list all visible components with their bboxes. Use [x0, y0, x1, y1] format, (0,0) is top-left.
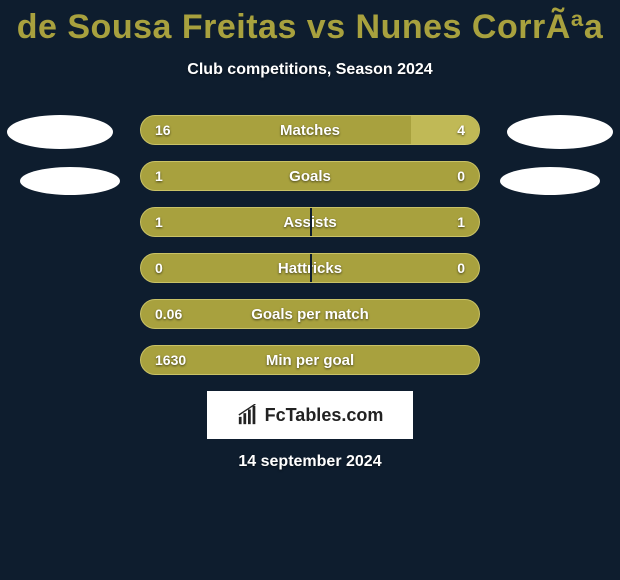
stat-value-left: 0	[155, 254, 163, 282]
stat-value-right: 0	[457, 254, 465, 282]
stat-label: Min per goal	[141, 346, 479, 374]
comparison-chart: 16Matches41Goals01Assists10Hattricks00.0…	[0, 115, 620, 375]
logo-box: FcTables.com	[207, 391, 413, 439]
stat-rows: 16Matches41Goals01Assists10Hattricks00.0…	[0, 115, 620, 375]
avatar-right-placeholder-2	[500, 167, 600, 195]
stat-label: Goals per match	[141, 300, 479, 328]
stat-value-right: 1	[457, 208, 465, 236]
avatar-right-placeholder-1	[507, 115, 613, 149]
stat-value-left: 1630	[155, 346, 186, 374]
avatar-left-placeholder-1	[7, 115, 113, 149]
stat-row: 1630Min per goal	[140, 345, 480, 375]
stat-label: Goals	[141, 162, 479, 190]
stat-value-right: 0	[457, 162, 465, 190]
stat-value-left: 0.06	[155, 300, 182, 328]
subtitle: Club competitions, Season 2024	[0, 61, 620, 79]
bar-right	[411, 116, 479, 144]
stat-value-left: 1	[155, 208, 163, 236]
page-title: de Sousa Freitas vs Nunes CorrÃªa	[0, 0, 620, 47]
avatar-left-placeholder-2	[20, 167, 120, 195]
stat-row: 1Assists1	[140, 207, 480, 237]
stat-row: 1Goals0	[140, 161, 480, 191]
stat-row: 0.06Goals per match	[140, 299, 480, 329]
stat-value-left: 1	[155, 162, 163, 190]
stat-label: Assists	[141, 208, 479, 236]
stat-row: 16Matches4	[140, 115, 480, 145]
logo-text: FcTables.com	[265, 405, 384, 426]
stat-row: 0Hattricks0	[140, 253, 480, 283]
stat-value-left: 16	[155, 116, 171, 144]
fctables-logo-icon	[237, 404, 259, 426]
date-label: 14 september 2024	[0, 453, 620, 471]
stat-label: Hattricks	[141, 254, 479, 282]
